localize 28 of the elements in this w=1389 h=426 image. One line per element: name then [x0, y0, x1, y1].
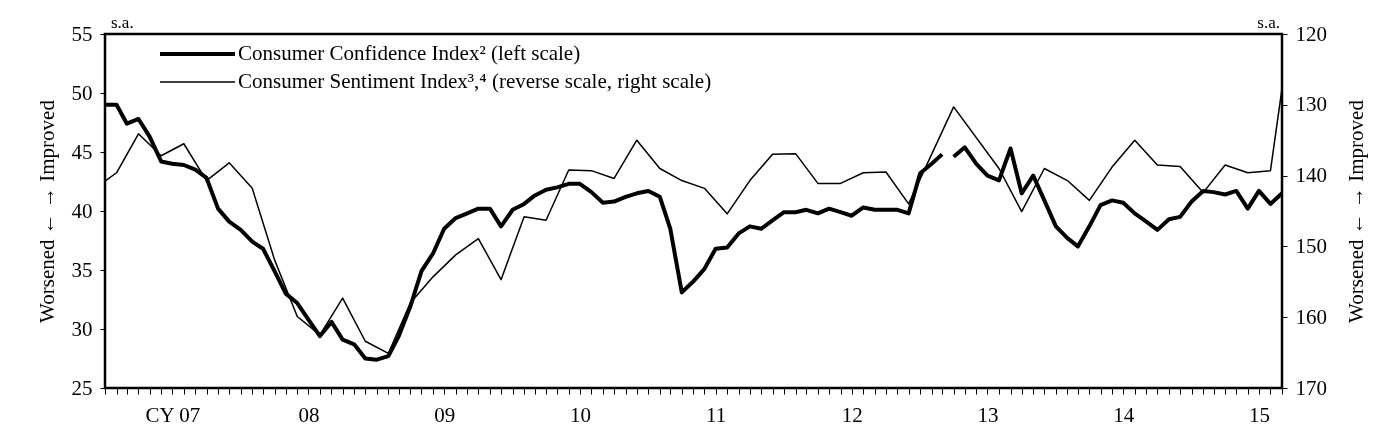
y2-tick-label: 160 [1295, 304, 1327, 329]
text: s.a. [111, 13, 134, 32]
x-tick-label: 09 [434, 402, 456, 426]
x-tick-label: 10 [569, 402, 591, 426]
y2-tick-label: 150 [1295, 233, 1327, 258]
legend-label: Consumer Sentiment Index³,⁴ (reverse scale, right scale) [238, 69, 712, 93]
text: s.a. [1257, 13, 1280, 32]
legend-label: Consumer Confidence Index² (left scale) [238, 41, 581, 65]
y-tick-label: 30 [71, 316, 93, 341]
y-tick-label: 45 [71, 139, 93, 164]
y-tick-label: 25 [71, 375, 93, 400]
y-tick-label: 55 [71, 21, 93, 46]
x-tick-label: 12 [841, 402, 863, 426]
x-tick-label: 15 [1248, 402, 1270, 426]
y2-tick-label: 170 [1295, 375, 1327, 400]
y-axis-title: Worsened ← → Improved [34, 99, 59, 323]
x-tick-label: 08 [298, 402, 320, 426]
y2-tick-label: 130 [1295, 92, 1327, 117]
x-tick-label: 14 [1113, 402, 1135, 426]
y2-axis-title: Worsened ← → Improved [1344, 99, 1368, 323]
y-tick-label: 50 [71, 80, 93, 105]
y-tick-label: 40 [71, 198, 93, 223]
x-tick-label: 11 [706, 402, 727, 426]
y2-tick-label: 140 [1295, 163, 1327, 188]
x-tick-label: 13 [977, 402, 999, 426]
y2-tick-label: 120 [1295, 21, 1327, 46]
x-tick-label: CY 07 [145, 402, 201, 426]
y-tick-label: 35 [71, 257, 93, 282]
